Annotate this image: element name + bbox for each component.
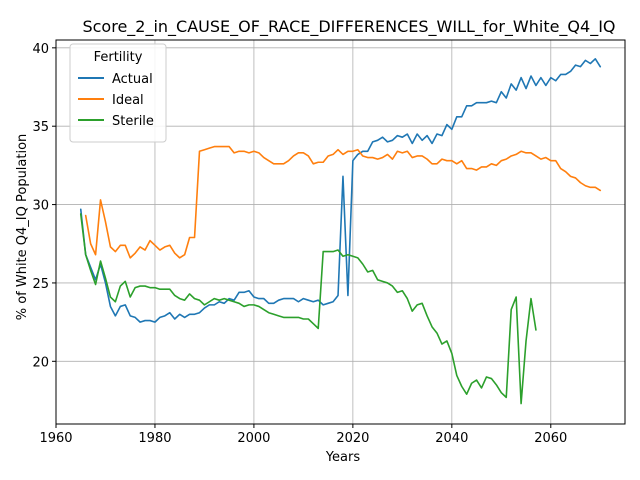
legend-item-sterile: Sterile	[78, 114, 154, 129]
x-tick-label: 2020	[336, 431, 369, 446]
legend-box	[69, 43, 167, 143]
plot-series	[79, 58, 602, 405]
y-tick-label: 35	[32, 120, 49, 135]
legend-items: Actual Ideal Sterile	[78, 72, 154, 129]
x-axis-ticks: 1960 1980 2000 2020 2040 2060	[39, 424, 567, 446]
chart-title: Score_2_in_CAUSE_OF_RACE_DIFFERENCES_WIL…	[82, 17, 615, 37]
plot-frame	[55, 39, 626, 425]
legend-item-ideal: Ideal	[78, 93, 144, 108]
x-tick-label: 2000	[237, 431, 270, 446]
y-axis-label: % of White Q4_IQ Population	[15, 134, 30, 321]
series-line-ideal	[84, 145, 602, 259]
legend-title: Fertility	[94, 50, 143, 65]
series-line-actual	[79, 58, 602, 323]
legend-label: Actual	[112, 72, 153, 87]
legend-item-actual: Actual	[78, 72, 153, 87]
x-tick-label: 1960	[39, 431, 72, 446]
legend-label: Sterile	[112, 114, 154, 129]
series-line-sterile	[79, 213, 537, 405]
y-tick-label: 25	[32, 277, 49, 292]
x-tick-label: 1980	[138, 431, 171, 446]
x-tick-label: 2040	[435, 431, 468, 446]
legend: Fertility Actual Ideal Sterile	[69, 43, 167, 143]
y-tick-label: 30	[32, 199, 49, 214]
y-tick-label: 40	[32, 42, 49, 57]
y-tick-label: 20	[32, 355, 49, 370]
x-axis-label: Years	[325, 450, 361, 465]
legend-label: Ideal	[112, 93, 144, 108]
x-tick-label: 2060	[534, 431, 567, 446]
gridlines	[55, 40, 625, 424]
y-axis-ticks: 20 25 30 35 40	[32, 42, 56, 370]
